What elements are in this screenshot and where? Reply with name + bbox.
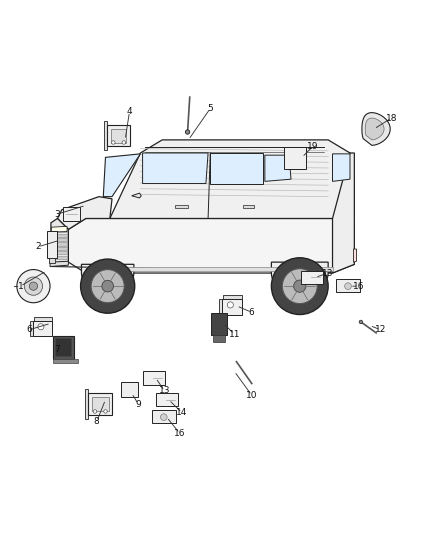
Polygon shape bbox=[33, 321, 52, 336]
Text: 13: 13 bbox=[322, 269, 334, 278]
Polygon shape bbox=[213, 335, 225, 342]
Polygon shape bbox=[107, 125, 130, 146]
Polygon shape bbox=[29, 317, 52, 336]
Circle shape bbox=[93, 410, 97, 413]
Polygon shape bbox=[285, 147, 306, 169]
Text: 11: 11 bbox=[229, 330, 240, 338]
Text: 13: 13 bbox=[159, 386, 170, 395]
Circle shape bbox=[102, 280, 113, 292]
Text: 10: 10 bbox=[246, 391, 258, 400]
Polygon shape bbox=[336, 279, 360, 292]
Polygon shape bbox=[365, 118, 384, 140]
Polygon shape bbox=[143, 153, 208, 183]
Polygon shape bbox=[92, 397, 109, 411]
Text: 2: 2 bbox=[35, 243, 41, 252]
Circle shape bbox=[38, 324, 44, 330]
Polygon shape bbox=[156, 393, 178, 406]
Polygon shape bbox=[353, 249, 357, 262]
Text: 6: 6 bbox=[249, 308, 254, 317]
Polygon shape bbox=[53, 359, 78, 363]
Circle shape bbox=[91, 270, 124, 303]
Polygon shape bbox=[301, 271, 323, 284]
Circle shape bbox=[345, 283, 351, 289]
Polygon shape bbox=[265, 155, 291, 181]
Polygon shape bbox=[49, 258, 55, 263]
Polygon shape bbox=[51, 234, 67, 237]
Polygon shape bbox=[332, 153, 354, 273]
Polygon shape bbox=[110, 140, 354, 219]
Polygon shape bbox=[132, 193, 141, 198]
Polygon shape bbox=[86, 268, 332, 271]
Polygon shape bbox=[53, 336, 74, 359]
Polygon shape bbox=[51, 229, 67, 232]
Circle shape bbox=[227, 302, 233, 308]
Circle shape bbox=[104, 410, 107, 413]
Polygon shape bbox=[51, 238, 67, 241]
Polygon shape bbox=[51, 247, 67, 250]
Circle shape bbox=[283, 269, 317, 304]
Circle shape bbox=[112, 141, 115, 144]
Text: 14: 14 bbox=[176, 408, 187, 417]
Polygon shape bbox=[223, 299, 242, 314]
Text: 1: 1 bbox=[18, 281, 23, 290]
Text: 6: 6 bbox=[26, 325, 32, 334]
Polygon shape bbox=[55, 338, 71, 357]
Polygon shape bbox=[103, 154, 141, 197]
Polygon shape bbox=[51, 251, 67, 254]
Text: 18: 18 bbox=[386, 114, 397, 123]
Text: 9: 9 bbox=[135, 400, 141, 408]
Text: 19: 19 bbox=[307, 142, 318, 151]
Text: 16: 16 bbox=[174, 429, 185, 438]
Circle shape bbox=[81, 259, 135, 313]
Polygon shape bbox=[51, 219, 68, 264]
Polygon shape bbox=[85, 389, 88, 419]
Polygon shape bbox=[68, 219, 354, 273]
Circle shape bbox=[29, 282, 38, 290]
Text: 12: 12 bbox=[375, 325, 386, 334]
Circle shape bbox=[160, 414, 167, 421]
Polygon shape bbox=[50, 261, 68, 266]
Polygon shape bbox=[63, 207, 80, 221]
Circle shape bbox=[293, 280, 306, 292]
Polygon shape bbox=[210, 153, 263, 183]
Circle shape bbox=[25, 277, 42, 295]
Polygon shape bbox=[152, 410, 176, 423]
Text: 5: 5 bbox=[207, 104, 213, 113]
Polygon shape bbox=[81, 264, 134, 292]
Polygon shape bbox=[219, 295, 242, 314]
Polygon shape bbox=[111, 128, 127, 142]
Polygon shape bbox=[51, 243, 67, 246]
Polygon shape bbox=[272, 262, 328, 294]
Polygon shape bbox=[104, 120, 107, 150]
Circle shape bbox=[122, 141, 126, 144]
Polygon shape bbox=[88, 393, 112, 415]
Text: 7: 7 bbox=[55, 345, 60, 354]
Circle shape bbox=[359, 320, 363, 324]
Polygon shape bbox=[47, 231, 57, 258]
Text: 4: 4 bbox=[127, 107, 132, 116]
Polygon shape bbox=[362, 112, 390, 146]
Polygon shape bbox=[121, 382, 138, 398]
Circle shape bbox=[272, 258, 328, 314]
Polygon shape bbox=[211, 313, 227, 335]
Circle shape bbox=[185, 130, 190, 134]
Text: 3: 3 bbox=[55, 209, 60, 219]
Polygon shape bbox=[51, 227, 67, 232]
Polygon shape bbox=[243, 205, 254, 208]
Polygon shape bbox=[175, 205, 188, 208]
Polygon shape bbox=[51, 256, 67, 259]
Polygon shape bbox=[143, 371, 165, 385]
Text: 8: 8 bbox=[94, 417, 99, 426]
Polygon shape bbox=[332, 154, 350, 181]
Circle shape bbox=[17, 270, 50, 303]
Text: 16: 16 bbox=[353, 281, 364, 290]
Polygon shape bbox=[57, 197, 112, 229]
